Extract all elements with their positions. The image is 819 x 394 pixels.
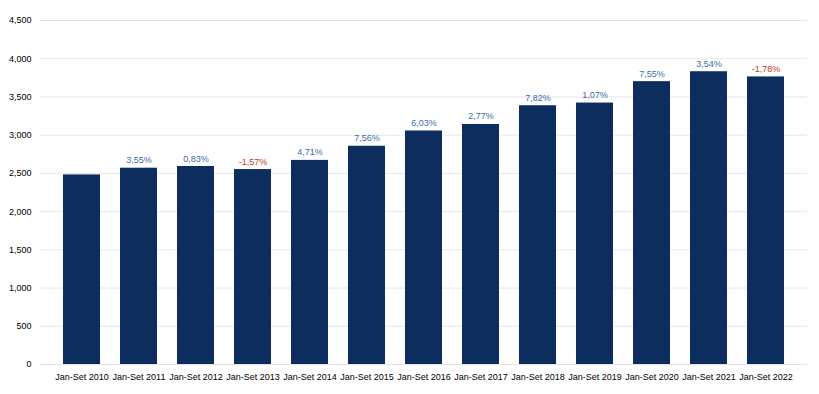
svg-text:Jan-Set 2019: Jan-Set 2019 — [568, 372, 622, 382]
svg-text:Jan-Set 2011: Jan-Set 2011 — [113, 372, 166, 382]
svg-text:0: 0 — [26, 359, 31, 369]
svg-text:1,07%: 1,07% — [582, 90, 608, 100]
svg-text:Jan-Set 2013: Jan-Set 2013 — [226, 372, 280, 382]
svg-text:4,71%: 4,71% — [297, 147, 323, 157]
svg-text:Jan-Set 2020: Jan-Set 2020 — [625, 372, 679, 382]
svg-text:3,54%: 3,54% — [696, 59, 722, 69]
svg-text:500: 500 — [16, 321, 31, 331]
svg-text:Jan-Set 2017: Jan-Set 2017 — [454, 372, 508, 382]
svg-text:1,000: 1,000 — [9, 283, 32, 293]
svg-text:Jan-Set 2016: Jan-Set 2016 — [397, 372, 451, 382]
svg-text:2,77%: 2,77% — [468, 111, 494, 121]
svg-text:Jan-Set 2010: Jan-Set 2010 — [55, 372, 109, 382]
svg-text:Jan-Set 2018: Jan-Set 2018 — [511, 372, 565, 382]
svg-text:Jan-Set 2021: Jan-Set 2021 — [682, 372, 736, 382]
svg-text:4,500: 4,500 — [9, 15, 32, 25]
svg-text:Jan-Set 2022: Jan-Set 2022 — [739, 372, 793, 382]
svg-text:7,56%: 7,56% — [354, 133, 380, 143]
svg-text:7,55%: 7,55% — [639, 69, 665, 79]
svg-text:Jan-Set 2015: Jan-Set 2015 — [340, 372, 394, 382]
svg-text:-1,57%: -1,57% — [239, 157, 268, 167]
svg-text:-1,78%: -1,78% — [752, 64, 781, 74]
svg-text:0,83%: 0,83% — [183, 154, 209, 164]
svg-text:2,500: 2,500 — [9, 168, 32, 178]
svg-text:4,000: 4,000 — [9, 54, 32, 64]
svg-text:2,000: 2,000 — [9, 206, 32, 216]
svg-text:Jan-Set 2014: Jan-Set 2014 — [283, 372, 337, 382]
svg-text:1,500: 1,500 — [9, 245, 32, 255]
svg-text:7,82%: 7,82% — [525, 93, 551, 103]
svg-text:3,000: 3,000 — [9, 130, 32, 140]
svg-text:3,55%: 3,55% — [126, 155, 152, 165]
svg-text:3,500: 3,500 — [9, 92, 32, 102]
svg-text:6,03%: 6,03% — [411, 118, 437, 128]
svg-text:Jan-Set 2012: Jan-Set 2012 — [169, 372, 223, 382]
